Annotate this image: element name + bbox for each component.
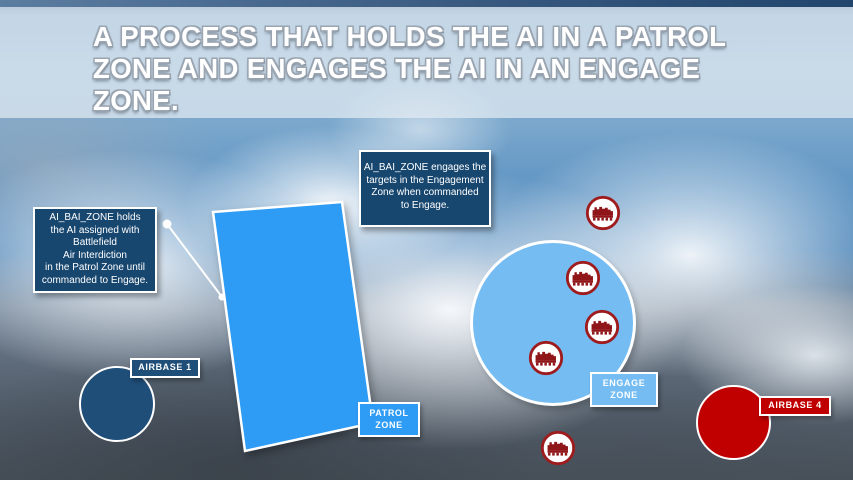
title-band (0, 7, 853, 118)
engage-note-box: AI_BAI_ZONE engages the targets in the E… (359, 150, 491, 227)
airbase-1-shape (79, 366, 155, 442)
slide-title: A PROCESS THAT HOLDS THE AI IN A PATROL … (93, 21, 727, 116)
target-vehicle-icon (527, 339, 565, 377)
callout-connector-start-dot (162, 219, 172, 229)
airbase-1-label: AIRBASE 1 (130, 358, 200, 378)
sky-top-strip (0, 0, 853, 7)
patrol-zone-shape (211, 200, 375, 453)
airbase-4-label: AIRBASE 4 (759, 396, 831, 416)
target-vehicle-icon (539, 429, 577, 467)
callout-connector-line (166, 223, 223, 298)
target-vehicle-icon (564, 259, 602, 297)
patrol-zone-label: PATROL ZONE (358, 402, 420, 437)
patrol-note-box: AI_BAI_ZONE holds the AI assigned with B… (33, 207, 157, 293)
target-vehicle-icon (583, 308, 621, 346)
airbase-4-shape (696, 385, 771, 460)
callout-connector-end-dot (218, 293, 226, 301)
engage-zone-label: ENGAGE ZONE (590, 372, 658, 407)
target-vehicle-icon (584, 194, 622, 232)
